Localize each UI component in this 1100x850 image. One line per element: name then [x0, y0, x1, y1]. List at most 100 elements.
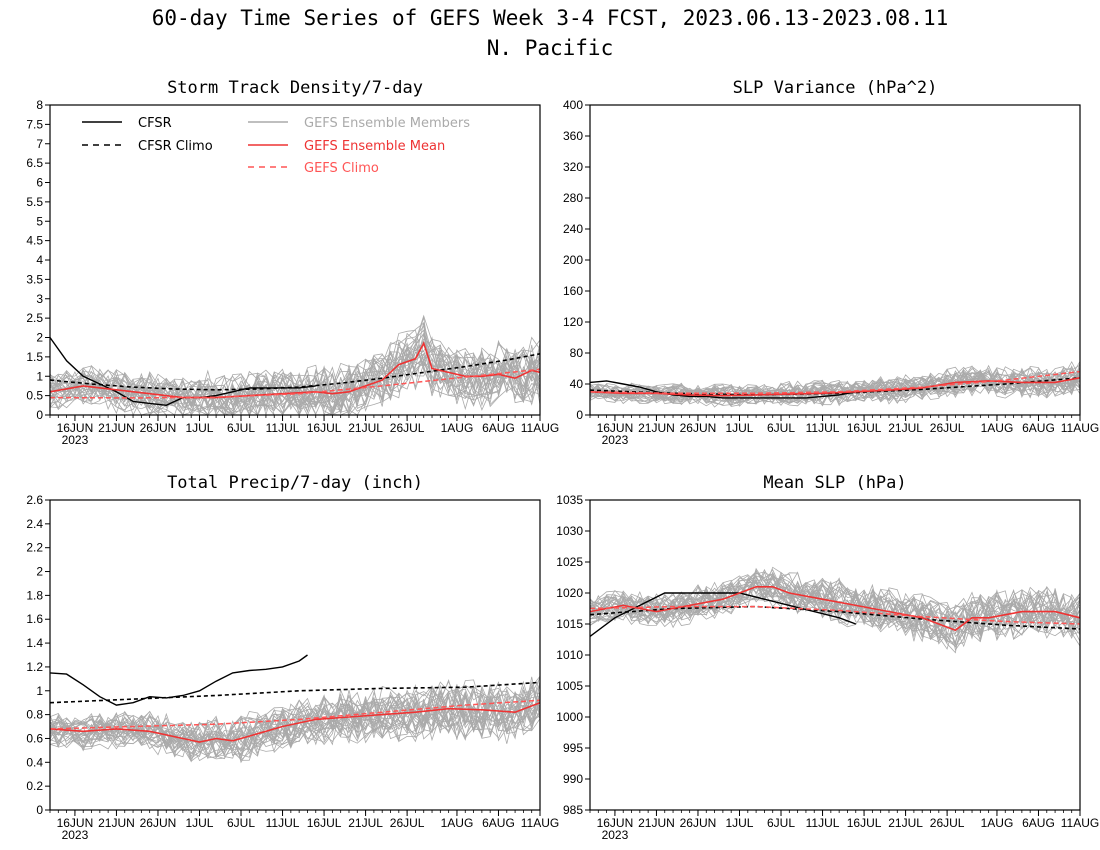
x-tick-label: 1AUG — [441, 421, 474, 435]
ensemble-member-line — [49, 693, 541, 762]
x-tick-label: 26JUL — [390, 421, 425, 435]
x-tick-label: 21JUN — [638, 421, 675, 435]
legend-label-cfsr_climo: CFSR Climo — [138, 139, 213, 154]
y-tick-label: 0.8 — [26, 708, 43, 722]
y-tick-label: 80 — [570, 346, 584, 360]
y-tick-label: 160 — [563, 284, 583, 298]
ensemble-members — [49, 314, 541, 417]
y-tick-label: 200 — [563, 253, 583, 267]
x-tick-label: 11JUL — [806, 421, 840, 435]
ensemble-members — [589, 360, 1081, 408]
x-tick-label: 21JUN — [638, 816, 675, 830]
series-line-gefs-ensemble-mean — [49, 701, 541, 743]
x-tick-label: 6AUG — [482, 421, 515, 435]
x-tick-label: 11JUL — [266, 816, 300, 830]
y-tick-label: 995 — [563, 741, 583, 755]
x-tick-label: 26JUL — [930, 816, 965, 830]
y-tick-label: 7 — [36, 137, 43, 151]
series-line-cfsr-climo — [49, 681, 541, 704]
plot-frame — [589, 499, 1081, 811]
ensemble-member-line — [589, 581, 1081, 654]
x-tick-label: 21JUN — [98, 816, 135, 830]
y-tick-label: 1 — [36, 369, 43, 383]
y-tick-label: 5.5 — [26, 195, 43, 209]
y-tick-label: 1030 — [556, 524, 583, 538]
y-tick-label: 1.6 — [26, 612, 43, 626]
y-tick-label: 5 — [36, 214, 43, 228]
y-tick-label: 4.5 — [26, 234, 43, 248]
y-tick-label: 2 — [36, 565, 43, 579]
y-tick-label: 0.6 — [26, 731, 43, 745]
x-tick-label: 26JUL — [930, 421, 965, 435]
y-tick-label: 2 — [36, 331, 43, 345]
y-tick-label: 1.2 — [26, 660, 43, 674]
year-label: 2023 — [62, 828, 89, 842]
x-tick-label: 26JUN — [140, 816, 177, 830]
y-tick-label: 4 — [36, 253, 43, 267]
y-tick-label: 0.2 — [26, 779, 43, 793]
panel-title: SLP Variance (hPa^2) — [733, 78, 938, 98]
y-tick-label: 3 — [36, 292, 43, 306]
x-tick-label: 6JUL — [767, 421, 795, 435]
y-tick-label: 120 — [563, 315, 583, 329]
ensemble-member-line — [589, 578, 1081, 640]
ensemble-member-line — [589, 575, 1081, 644]
x-tick-label: 21JUL — [348, 816, 383, 830]
x-tick-label: 16JUL — [307, 816, 342, 830]
series-line-cfsr — [589, 380, 856, 399]
year-label: 2023 — [602, 433, 629, 447]
ensemble-member-line — [589, 575, 1081, 643]
x-tick-label: 16JUN — [597, 421, 634, 435]
y-tick-label: 1.4 — [26, 636, 43, 650]
y-tick-label: 1010 — [556, 648, 583, 662]
ensemble-member-line — [49, 333, 541, 414]
series-line-gefs-ensemble-mean — [49, 341, 541, 399]
y-tick-label: 1015 — [556, 617, 583, 631]
year-label: 2023 — [602, 828, 629, 842]
series-line-gefs-climo — [589, 370, 1081, 395]
y-tick-label: 2.5 — [26, 311, 43, 325]
ensemble-member-line — [589, 365, 1081, 402]
ensemble-member-line — [589, 367, 1081, 402]
figure-title: 60-day Time Series of GEFS Week 3-4 FCST… — [151, 6, 949, 30]
y-tick-label: 8 — [36, 98, 43, 112]
y-tick-label: 6.5 — [26, 156, 43, 170]
y-tick-label: 0.5 — [26, 389, 43, 403]
x-tick-label: 11AUG — [1061, 816, 1099, 830]
x-tick-label: 16JUN — [57, 421, 94, 435]
legend-label-members: GEFS Ensemble Members — [304, 116, 470, 131]
figure-subtitle: N. Pacific — [486, 36, 614, 60]
ensemble-member-line — [49, 340, 541, 416]
ensemble-member-line — [589, 585, 1081, 650]
x-tick-label: 11AUG — [521, 816, 559, 830]
y-tick-label: 0 — [36, 803, 43, 817]
ensemble-member-line — [49, 338, 541, 417]
y-tick-label: 1005 — [556, 679, 583, 693]
x-tick-label: 16JUN — [597, 816, 634, 830]
y-tick-label: 6 — [36, 176, 43, 190]
ensemble-member-line — [49, 314, 541, 412]
series-line-gefs-climo — [49, 699, 541, 730]
y-tick-label: 1000 — [556, 710, 583, 724]
x-tick-label: 21JUN — [98, 421, 135, 435]
panel-title: Storm Track Density/7-day — [167, 78, 423, 98]
x-tick-label: 11JUL — [266, 421, 300, 435]
panel-title: Total Precip/7-day (inch) — [167, 473, 423, 493]
ensemble-member-line — [49, 325, 541, 416]
x-tick-label: 6AUG — [482, 816, 515, 830]
y-tick-label: 1.8 — [26, 588, 43, 602]
ensemble-member-line — [589, 370, 1081, 404]
series-line-cfsr — [49, 654, 308, 706]
x-tick-label: 21JUL — [348, 421, 383, 435]
y-tick-label: 1020 — [556, 586, 583, 600]
y-tick-label: 240 — [563, 222, 583, 236]
x-tick-label: 26JUN — [140, 421, 177, 435]
x-tick-label: 1AUG — [981, 816, 1014, 830]
ensemble-member-line — [49, 681, 541, 753]
panel-title: Mean SLP (hPa) — [763, 473, 906, 493]
x-tick-label: 6AUG — [1022, 421, 1055, 435]
x-tick-label: 26JUL — [390, 816, 425, 830]
legend: CFSR CFSR Climo GEFS Ensemble Members GEFS … — [82, 116, 470, 176]
y-tick-label: 400 — [563, 98, 583, 112]
